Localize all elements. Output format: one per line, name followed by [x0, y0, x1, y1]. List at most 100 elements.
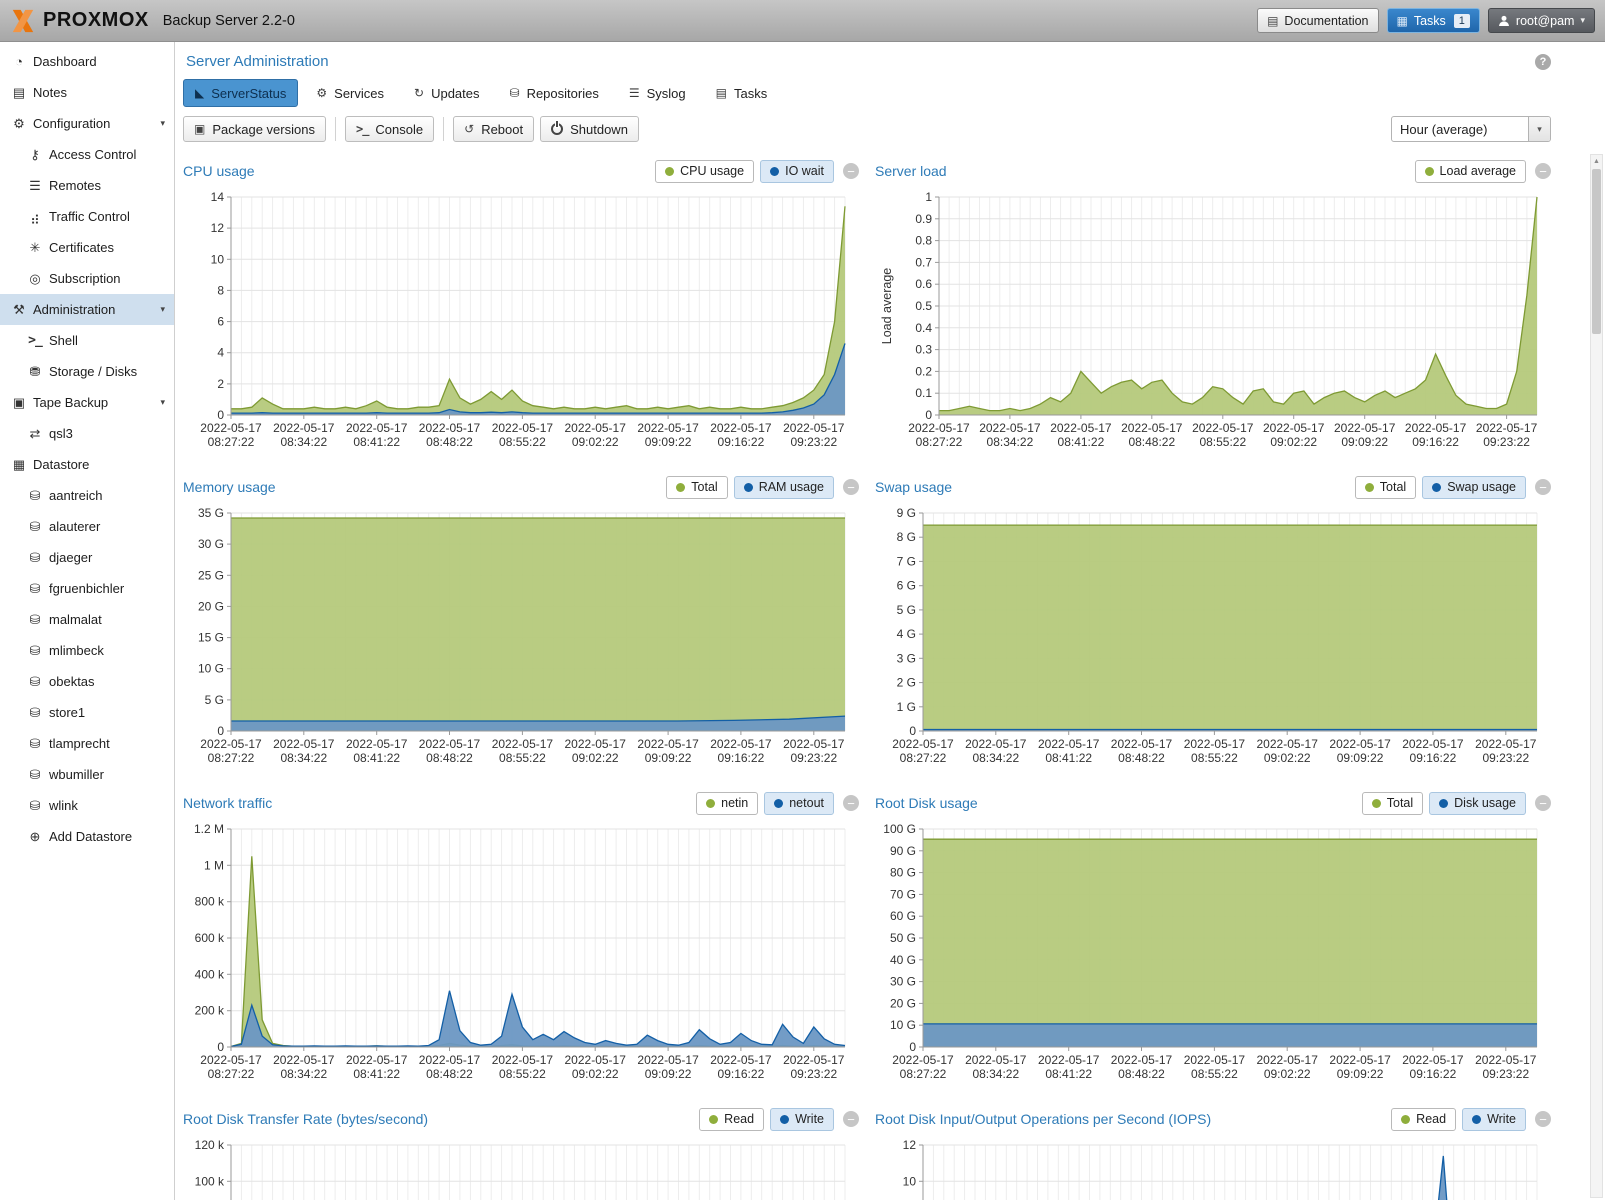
shutdown-button[interactable]: Shutdown [540, 116, 639, 142]
sidebar-item-store1[interactable]: ⛁ store1 [0, 697, 174, 728]
sidebar-item-obektas[interactable]: ⛁ obektas [0, 666, 174, 697]
reboot-button[interactable]: ↺ Reboot [453, 116, 535, 142]
chevron-down-icon: ▾ [1580, 15, 1585, 25]
collapse-icon[interactable]: − [843, 1111, 859, 1127]
sidebar-item-configuration[interactable]: ⚙ Configuration ▾ [0, 108, 174, 139]
caret-down-icon[interactable]: ▾ [160, 397, 165, 407]
legend-write[interactable]: Write [1462, 1107, 1526, 1131]
legend-label: Load average [1439, 164, 1516, 178]
wrench-icon: ⚒ [13, 301, 25, 317]
tab-syslog[interactable]: ☰ Syslog [617, 79, 698, 107]
scrollbar-thumb[interactable] [1592, 169, 1601, 334]
legend-cpu-usage[interactable]: CPU usage [655, 159, 755, 183]
legend-netout[interactable]: netout [764, 791, 834, 815]
legend-total[interactable]: Total [666, 475, 728, 499]
sidebar-item-djaeger[interactable]: ⛁ djaeger [0, 542, 174, 573]
console-button[interactable]: >_ Console [344, 116, 435, 142]
svg-text:0.5: 0.5 [915, 299, 932, 313]
sidebar-item-traffic-control[interactable]: ⣴ Traffic Control [0, 201, 174, 232]
sidebar-item-mlimbeck[interactable]: ⛁ mlimbeck [0, 635, 174, 666]
sidebar-item-malmalat[interactable]: ⛁ malmalat [0, 604, 174, 635]
sidebar-item-datastore[interactable]: ▦ Datastore [0, 449, 174, 480]
svg-text:09:23:22: 09:23:22 [790, 751, 837, 765]
svg-text:08:27:22: 08:27:22 [208, 435, 255, 449]
documentation-button[interactable]: ▤ Documentation [1257, 8, 1379, 33]
user-menu-button[interactable]: root@pam ▾ [1487, 8, 1595, 33]
legend-netin[interactable]: netin [696, 791, 759, 815]
collapse-icon[interactable]: − [1535, 163, 1551, 179]
sidebar-item-storage-disks[interactable]: ⛃ Storage / Disks [0, 356, 174, 387]
svg-text:2022-05-17: 2022-05-17 [710, 737, 772, 751]
sidebar-item-fgruenbichler[interactable]: ⛁ fgruenbichler [0, 573, 174, 604]
collapse-icon[interactable]: − [1535, 1111, 1551, 1127]
sidebar-item-certificates[interactable]: ✳ Certificates [0, 232, 174, 263]
legend-ram-usage[interactable]: RAM usage [733, 475, 834, 499]
help-icon[interactable]: ? [1535, 53, 1551, 70]
sidebar-item-remotes[interactable]: ☰ Remotes [0, 170, 174, 201]
sidebar-item-wbumiller[interactable]: ⛁ wbumiller [0, 759, 174, 790]
plus-icon: ⊕ [29, 828, 41, 844]
svg-text:200 k: 200 k [195, 1004, 225, 1018]
legend-label: Write [1487, 1112, 1516, 1126]
svg-text:2022-05-17: 2022-05-17 [1121, 421, 1183, 435]
tab-label: Updates [431, 85, 480, 101]
sidebar-item-tlamprecht[interactable]: ⛁ tlamprecht [0, 728, 174, 759]
package-versions-button[interactable]: ▣ Package versions [183, 116, 326, 142]
legend-dot [665, 166, 675, 176]
collapse-icon[interactable]: − [843, 479, 859, 495]
legend-write[interactable]: Write [770, 1107, 834, 1131]
sidebar-item-aantreich[interactable]: ⛁ aantreich [0, 480, 174, 511]
legend-read[interactable]: Read [699, 1107, 765, 1131]
svg-text:2022-05-17: 2022-05-17 [1050, 421, 1112, 435]
tab-tasks[interactable]: ▤ Tasks [704, 79, 780, 107]
legend-total[interactable]: Total [1361, 791, 1424, 815]
tab-services[interactable]: ⚙ Services [304, 79, 396, 107]
chart-panel-network-traffic: Network traffic netin netout − 0 200 k 400 k 60… [183, 789, 859, 1091]
legend-disk-usage[interactable]: Disk usage [1429, 791, 1526, 815]
legend-swap-usage[interactable]: Swap usage [1422, 475, 1526, 499]
sidebar-item-notes[interactable]: ▤ Notes [0, 77, 174, 108]
sidebar-item-subscription[interactable]: ◎ Subscription [0, 263, 174, 294]
sidebar-item-qsl3[interactable]: ⇄ qsl3 [0, 418, 174, 449]
tab-repositories[interactable]: ⛁ Repositories [498, 79, 611, 107]
gears-icon: ⚙ [316, 86, 328, 100]
sidebar-item-add-datastore[interactable]: ⊕ Add Datastore [0, 821, 174, 852]
svg-text:08:34:22: 08:34:22 [280, 751, 327, 765]
legend-io-wait[interactable]: IO wait [760, 159, 834, 183]
sidebar-item-dashboard[interactable]: ◔ Dashboard [0, 46, 174, 77]
caret-down-icon[interactable]: ▾ [160, 118, 165, 128]
sidebar-item-shell[interactable]: >_ Shell [0, 325, 174, 356]
svg-text:08:34:22: 08:34:22 [987, 435, 1034, 449]
legend-read[interactable]: Read [1391, 1107, 1457, 1131]
sidebar-item-wlink[interactable]: ⛁ wlink [0, 790, 174, 821]
collapse-icon[interactable]: − [1535, 479, 1551, 495]
sidebar-item-label: djaeger [49, 550, 93, 565]
caret-down-icon[interactable]: ▾ [160, 304, 165, 314]
key-icon: ⚷ [30, 146, 40, 162]
collapse-icon[interactable]: − [843, 163, 859, 179]
svg-text:6: 6 [217, 315, 224, 329]
svg-text:60 G: 60 G [890, 909, 916, 923]
main-layout: ◔ Dashboard ▤ Notes ⚙ Configuration ▾ ⚷ Access C… [0, 42, 1605, 1200]
legend-load-average[interactable]: Load average [1414, 159, 1526, 183]
svg-text:09:02:22: 09:02:22 [572, 435, 619, 449]
sidebar-item-administration[interactable]: ⚒ Administration ▾ [0, 294, 174, 325]
collapse-icon[interactable]: − [1535, 795, 1551, 811]
time-range-select[interactable]: Hour (average) ▾ [1391, 116, 1551, 142]
svg-text:30 G: 30 G [890, 975, 916, 989]
collapse-icon[interactable]: − [843, 795, 859, 811]
sidebar-item-access-control[interactable]: ⚷ Access Control [0, 139, 174, 170]
legend-total[interactable]: Total [1354, 475, 1417, 499]
sidebar-item-alauterer[interactable]: ⛁ alauterer [0, 511, 174, 542]
chart-title: Root Disk usage [875, 795, 978, 811]
sidebar-item-tape-backup[interactable]: ▣ Tape Backup ▾ [0, 387, 174, 418]
scroll-up-icon[interactable]: ▲ [1593, 158, 1600, 165]
chart-legend: Total Swap usage [1354, 475, 1526, 499]
scrollbar[interactable]: ▲ [1590, 154, 1603, 1198]
svg-text:2022-05-17: 2022-05-17 [200, 1053, 262, 1067]
tab-updates[interactable]: ↻ Updates [402, 79, 491, 107]
svg-text:2022-05-17: 2022-05-17 [492, 737, 554, 751]
tasks-button[interactable]: ▦ Tasks 1 [1386, 8, 1480, 33]
svg-text:08:27:22: 08:27:22 [208, 751, 255, 765]
tab-serverstatus[interactable]: ◣ ServerStatus [183, 79, 299, 107]
